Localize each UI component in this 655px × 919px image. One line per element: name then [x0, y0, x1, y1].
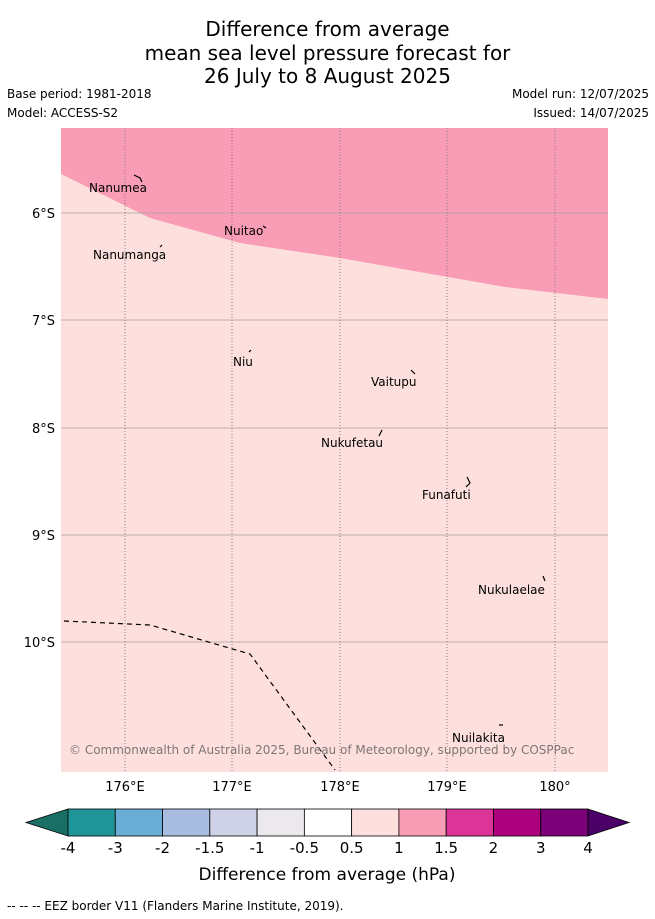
colorbar-tick-label: -4 [61, 839, 76, 857]
colorbar-tick-label: 4 [583, 839, 593, 857]
island-shape-nanumea [133, 174, 143, 183]
title-line-2: mean sea level pressure forecast for [144, 41, 511, 65]
lon-axis-labels: 176°E 177°E 178°E 179°E 180° [105, 780, 570, 795]
colorbar-tick-label: -3 [108, 839, 123, 857]
colorbar-segment [256, 808, 305, 837]
island-shapes [133, 174, 546, 726]
lat-label: 6°S [32, 207, 55, 222]
colorbar-segment [540, 808, 589, 837]
colorbar-segment [114, 808, 163, 837]
anomaly-field-high [61, 128, 608, 299]
colorbar-segment [445, 808, 494, 837]
lon-label: 180° [539, 780, 570, 795]
lon-gridlines [124, 128, 556, 772]
island-label-nuitao: Nuitao [224, 224, 263, 238]
colorbar-tick-label: 3 [536, 839, 546, 857]
island-label-nukulaelae: Nukulaelae [478, 583, 545, 597]
lon-label: 178°E [320, 780, 360, 795]
title-line-1: Difference from average [205, 17, 450, 41]
colorbar-tick-label: -1 [250, 839, 265, 857]
colorbar-label: Difference from average (hPa) [199, 865, 456, 885]
model-run: Model run: 12/07/2025 [511, 87, 649, 101]
copyright-text: © Commonwealth of Australia 2025, Bureau… [69, 743, 574, 757]
lat-axis-labels: 6°S 7°S 8°S 9°S 10°S [24, 207, 55, 651]
lon-label: 179°E [427, 780, 467, 795]
lat-label: 10°S [24, 636, 55, 651]
island-label-nukufetau: Nukufetau [321, 436, 383, 450]
lon-label: 176°E [105, 780, 145, 795]
colorbar-tick-label: 2 [489, 839, 499, 857]
colorbar-segment [67, 808, 116, 837]
colorbar-segment [162, 808, 211, 837]
lat-gridlines [61, 212, 608, 643]
colorbar-tick-label: -1.5 [195, 839, 224, 857]
colorbar [24, 808, 631, 837]
model-name: Model: ACCESS-S2 [7, 106, 119, 120]
island-label-nanumea: Nanumea [89, 181, 147, 195]
base-period: Base period: 1981-2018 [7, 87, 152, 101]
colorbar-tick-label: -0.5 [290, 839, 319, 857]
island-label-funafuti: Funafuti [422, 488, 471, 502]
colorbar-segment [398, 808, 447, 837]
island-label-nuilakita: Nuilakita [452, 731, 505, 745]
island-label-nanumanga: Nanumanga [93, 248, 166, 262]
colorbar-extend-low [24, 808, 69, 837]
colorbar-segment [351, 808, 400, 837]
issued-date: Issued: 14/07/2025 [533, 106, 649, 120]
lon-label: 177°E [212, 780, 252, 795]
lat-label: 9°S [32, 529, 55, 544]
colorbar-tick-label: -2 [155, 839, 170, 857]
lat-label: 7°S [32, 314, 55, 329]
colorbar-tick-label: 0.5 [340, 839, 364, 857]
lat-label: 8°S [32, 422, 55, 437]
island-label-vaitupu: Vaitupu [371, 375, 417, 389]
colorbar-segment [209, 808, 258, 837]
island-labels: Nanumea Nuitao Nanumanga Niu Vaitupu Nuk… [89, 181, 545, 745]
colorbar-tick-labels: -4 -3 -2 -1.5 -1 -0.5 0.5 1 1.5 2 3 4 [61, 839, 593, 857]
title-line-3: 26 July to 8 August 2025 [204, 64, 451, 88]
colorbar-tick-label: 1.5 [434, 839, 458, 857]
eez-border-line [63, 620, 336, 771]
colorbar-extend-high [587, 808, 631, 837]
colorbar-segment [303, 808, 353, 837]
colorbar-tick-label: 1 [394, 839, 404, 857]
colorbar-segment [493, 808, 542, 837]
eez-legend: -- -- -- EEZ border V11 (Flanders Marine… [7, 899, 344, 913]
island-label-niu: Niu [233, 355, 253, 369]
